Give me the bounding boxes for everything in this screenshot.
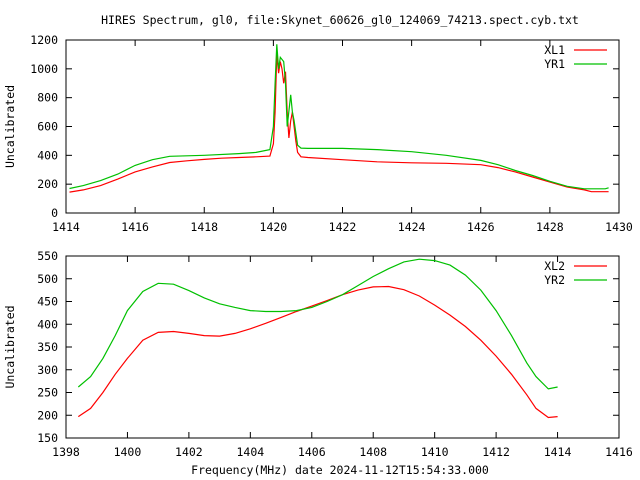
x-tick-label: 1408 <box>359 445 387 459</box>
x-axis-label: Frequency(MHz) date 2024-11-12T15:54:33.… <box>191 463 489 477</box>
x-tick-label: 1404 <box>236 445 264 459</box>
x-tick-label: 1422 <box>329 220 357 234</box>
x-tick-label: 1428 <box>536 220 564 234</box>
x-tick-label: 1430 <box>605 220 633 234</box>
x-tick-label: 1416 <box>605 445 633 459</box>
y-tick-label: 350 <box>37 340 58 354</box>
series-line-xl1 <box>69 54 609 193</box>
x-tick-label: 1398 <box>52 445 80 459</box>
y-tick-label: 400 <box>37 317 58 331</box>
y-tick-label: 250 <box>37 386 58 400</box>
x-tick-label: 1426 <box>467 220 495 234</box>
x-tick-label: 1410 <box>421 445 449 459</box>
plot-frame-1 <box>65 39 620 214</box>
x-tick-label: 1414 <box>52 220 80 234</box>
y-tick-label: 0 <box>51 206 58 220</box>
y-tick-label: 400 <box>37 148 58 162</box>
x-tick-label: 1412 <box>482 445 510 459</box>
y-tick-label: 800 <box>37 91 58 105</box>
legend-label: YR2 <box>544 273 565 287</box>
y-tick-label: 550 <box>37 249 58 263</box>
series-line-xl2 <box>77 285 558 419</box>
series-line-yr1 <box>69 44 609 190</box>
x-tick-label: 1418 <box>190 220 218 234</box>
x-tick-label: 1406 <box>298 445 326 459</box>
y-axis-label: Uncalibrated <box>3 305 17 388</box>
x-tick-label: 1416 <box>121 220 149 234</box>
y-tick-label: 600 <box>37 120 58 134</box>
y-tick-label: 450 <box>37 295 58 309</box>
chart-title: HIRES Spectrum, gl0, file:Skynet_60626_g… <box>101 13 579 27</box>
legend-label: XL2 <box>544 259 565 273</box>
x-tick-label: 1424 <box>398 220 426 234</box>
plot-frame-2 <box>65 255 620 439</box>
y-tick-label: 200 <box>37 408 58 422</box>
y-tick-label: 1000 <box>30 62 58 76</box>
y-tick-label: 200 <box>37 177 58 191</box>
y-tick-label: 1200 <box>30 33 58 47</box>
x-tick-label: 1402 <box>175 445 203 459</box>
series-line-yr2 <box>77 258 558 390</box>
y-tick-label: 150 <box>37 431 58 445</box>
legend-label: XL1 <box>544 43 565 57</box>
y-axis-label: Uncalibrated <box>3 85 17 168</box>
x-tick-label: 1420 <box>260 220 288 234</box>
y-tick-label: 500 <box>37 272 58 286</box>
y-tick-label: 300 <box>37 363 58 377</box>
x-tick-label: 1414 <box>544 445 572 459</box>
legend-label: YR1 <box>544 57 565 71</box>
x-tick-label: 1400 <box>114 445 142 459</box>
